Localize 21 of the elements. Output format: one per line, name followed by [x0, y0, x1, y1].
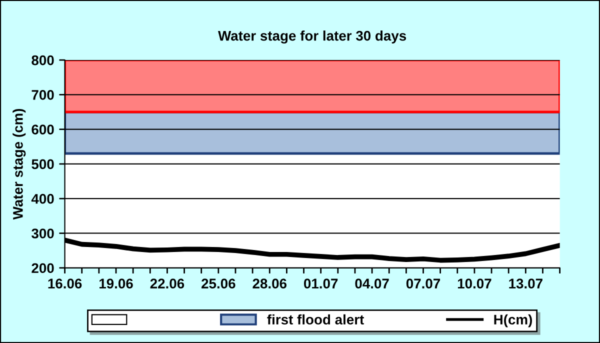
x-tick-label: 07.07 — [406, 278, 440, 288]
y-tick-label: 300 — [32, 228, 54, 238]
y-tick-label: 400 — [31, 194, 54, 204]
x-tick-label: 16.06 — [48, 278, 82, 288]
x-tick-label: 10.07 — [458, 278, 492, 288]
y-tick-label: 500 — [32, 159, 54, 170]
x-tick-label: 04.07 — [355, 278, 389, 288]
x-tick-label: 01.07 — [304, 278, 338, 288]
y-tick-label: 700 — [32, 90, 54, 100]
y-axis-title: Water stage (cm) — [12, 108, 26, 220]
y-tick-label: 600 — [32, 124, 54, 134]
x-tick-label: 13.07 — [509, 278, 542, 289]
y-tick-label: 800 — [32, 55, 54, 66]
chart-title: Water stage for later 30 days — [218, 30, 406, 44]
legend-label: first flood alert — [267, 314, 364, 325]
x-tick-label: 28.06 — [252, 278, 287, 288]
x-tick-label: 19.06 — [100, 278, 133, 288]
x-tick-label: 25.06 — [202, 278, 236, 288]
legend-label: H(cm) — [494, 314, 532, 328]
x-tick-label: 22.06 — [150, 278, 184, 288]
y-tick-label: 200 — [32, 263, 54, 274]
